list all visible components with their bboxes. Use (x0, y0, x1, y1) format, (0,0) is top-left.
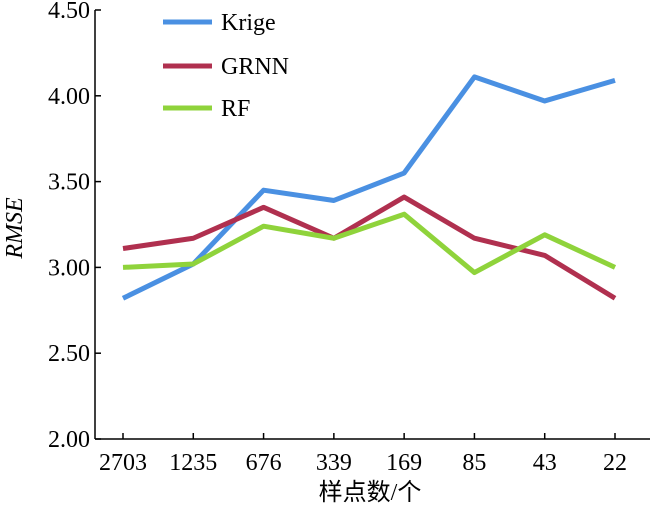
series-line-grnn (122, 194, 617, 301)
x-ticks: 2703 1235 676 339 169 85 43 22 (99, 433, 627, 476)
legend-label-krige: Krige (221, 10, 276, 36)
y-tick-label: 4.50 (48, 0, 90, 24)
axes: 2.00 2.50 3.00 3.50 4.00 4.50 2703 1235 676 339 1… (48, 0, 650, 476)
x-tick-label: 43 (533, 450, 557, 476)
series-lines (121, 74, 617, 301)
x-tick-label: 1235 (169, 450, 217, 476)
y-tick-label: 3.00 (48, 255, 90, 281)
x-tick-label: 339 (316, 450, 352, 476)
y-axis-title: RMSE (2, 197, 28, 260)
legend-label-grnn: GRNN (221, 54, 289, 80)
x-axis-title: 样点数/个 (319, 479, 422, 506)
x-tick-label: 22 (603, 450, 627, 476)
x-tick-label: 676 (246, 450, 282, 476)
series-line-krige (121, 74, 616, 301)
x-tick-label: 2703 (99, 450, 147, 476)
legend-label-rf: RF (221, 96, 250, 122)
x-tick-label: 169 (386, 450, 422, 476)
y-ticks: 2.00 2.50 3.00 3.50 4.00 4.50 (48, 0, 101, 453)
x-tick-label: 85 (462, 450, 486, 476)
y-tick-label: 4.00 (48, 84, 90, 110)
series-line-rf (122, 211, 617, 276)
legend: Krige GRNN RF (163, 10, 289, 122)
y-tick-label: 3.50 (48, 170, 90, 196)
y-tick-label: 2.00 (48, 427, 90, 453)
y-tick-label: 2.50 (48, 341, 90, 367)
